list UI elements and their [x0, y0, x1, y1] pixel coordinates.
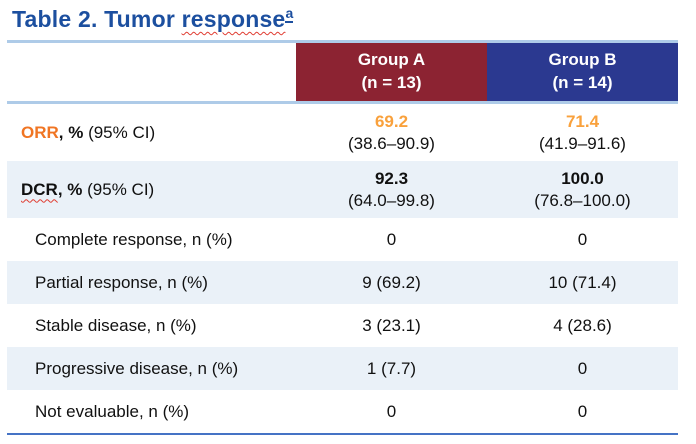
value-cell-group-b: 0 [577, 401, 588, 421]
header-group-b-name: Group B [548, 50, 617, 70]
header-group-b-n: (n = 14) [552, 73, 613, 92]
table-row: ORR, % (95% CI) 69.2 (38.6–90.9) 71.4 (41.9–… [7, 104, 678, 161]
value-main: 69.2 [374, 112, 409, 132]
value-cell-group-b: 0 [577, 358, 588, 378]
value-cell-group-a: 92.3 (64.0–99.8) [296, 168, 487, 211]
row-label-unit: , % [57, 179, 83, 199]
value-cell-group-a: 1 (7.7) [366, 358, 417, 378]
row-label: DCR, % (95% CI) [7, 180, 296, 200]
table-row: Stable disease, n (%) 3 (23.1) 4 (28.6) [7, 304, 678, 347]
value-cell-group-a: 9 (69.2) [362, 272, 421, 292]
row-label-unit: , % [58, 122, 84, 142]
row-label-term: DCR [21, 179, 58, 199]
value-ci: (38.6–90.9) [348, 133, 435, 153]
table-body: ORR, % (95% CI) 69.2 (38.6–90.9) 71.4 (41.9–… [7, 104, 678, 433]
row-label-ci: (95% CI) [82, 179, 155, 199]
value-cell-group-b: 100.0 (76.8–100.0) [487, 168, 678, 211]
header-empty-cell [7, 43, 296, 101]
table-row: Progressive disease, n (%) 1 (7.7) 0 [7, 347, 678, 390]
title-misspelled-word: response [181, 6, 286, 32]
header-group-b: Group B (n = 14) [487, 43, 678, 101]
header-group-a-n: (n = 13) [361, 73, 422, 92]
value-cell-group-a: 0 [386, 401, 397, 421]
header-group-a-name: Group A [357, 50, 426, 70]
value-ci: (76.8–100.0) [534, 190, 631, 210]
value-main: 92.3 [374, 169, 409, 189]
row-label: Partial response, n (%) [35, 272, 208, 292]
value-main: 100.0 [561, 169, 604, 189]
row-label: Progressive disease, n (%) [35, 358, 239, 378]
row-label: Not evaluable, n (%) [35, 401, 190, 421]
table-row: DCR, % (95% CI) 92.3 (64.0–99.8) 100.0 (76.8… [7, 161, 678, 218]
value-cell-group-a: 3 (23.1) [362, 315, 421, 335]
value-cell-group-a: 0 [386, 229, 397, 249]
value-cell-group-b: 10 (71.4) [548, 272, 617, 292]
value-ci: (41.9–91.6) [539, 133, 626, 153]
table-row: Not evaluable, n (%) 0 0 [7, 390, 678, 433]
value-ci: (64.0–99.8) [348, 190, 435, 210]
tumor-response-table: Group A (n = 13) Group B (n = 14) ORR, %… [7, 40, 678, 435]
title-text: Table 2. Tumor [12, 6, 182, 32]
row-label-ci: (95% CI) [83, 122, 156, 142]
row-label-term: ORR [21, 122, 59, 142]
table-title: Table 2. Tumor responsea [12, 5, 294, 33]
value-main: 71.4 [565, 112, 600, 132]
title-superscript: a [285, 5, 294, 24]
row-label: Complete response, n (%) [35, 229, 233, 249]
value-cell-group-b: 0 [577, 229, 588, 249]
table-row: Complete response, n (%) 0 0 [7, 218, 678, 261]
header-group-a: Group A (n = 13) [296, 43, 487, 101]
value-cell-group-b: 4 (28.6) [553, 315, 612, 335]
value-cell-group-b: 71.4 (41.9–91.6) [487, 111, 678, 154]
row-label: ORR, % (95% CI) [7, 123, 296, 143]
row-label: Stable disease, n (%) [35, 315, 197, 335]
table-row: Partial response, n (%) 9 (69.2) 10 (71.4) [7, 261, 678, 304]
table-header-row: Group A (n = 13) Group B (n = 14) [7, 40, 678, 104]
value-cell-group-a: 69.2 (38.6–90.9) [296, 111, 487, 154]
